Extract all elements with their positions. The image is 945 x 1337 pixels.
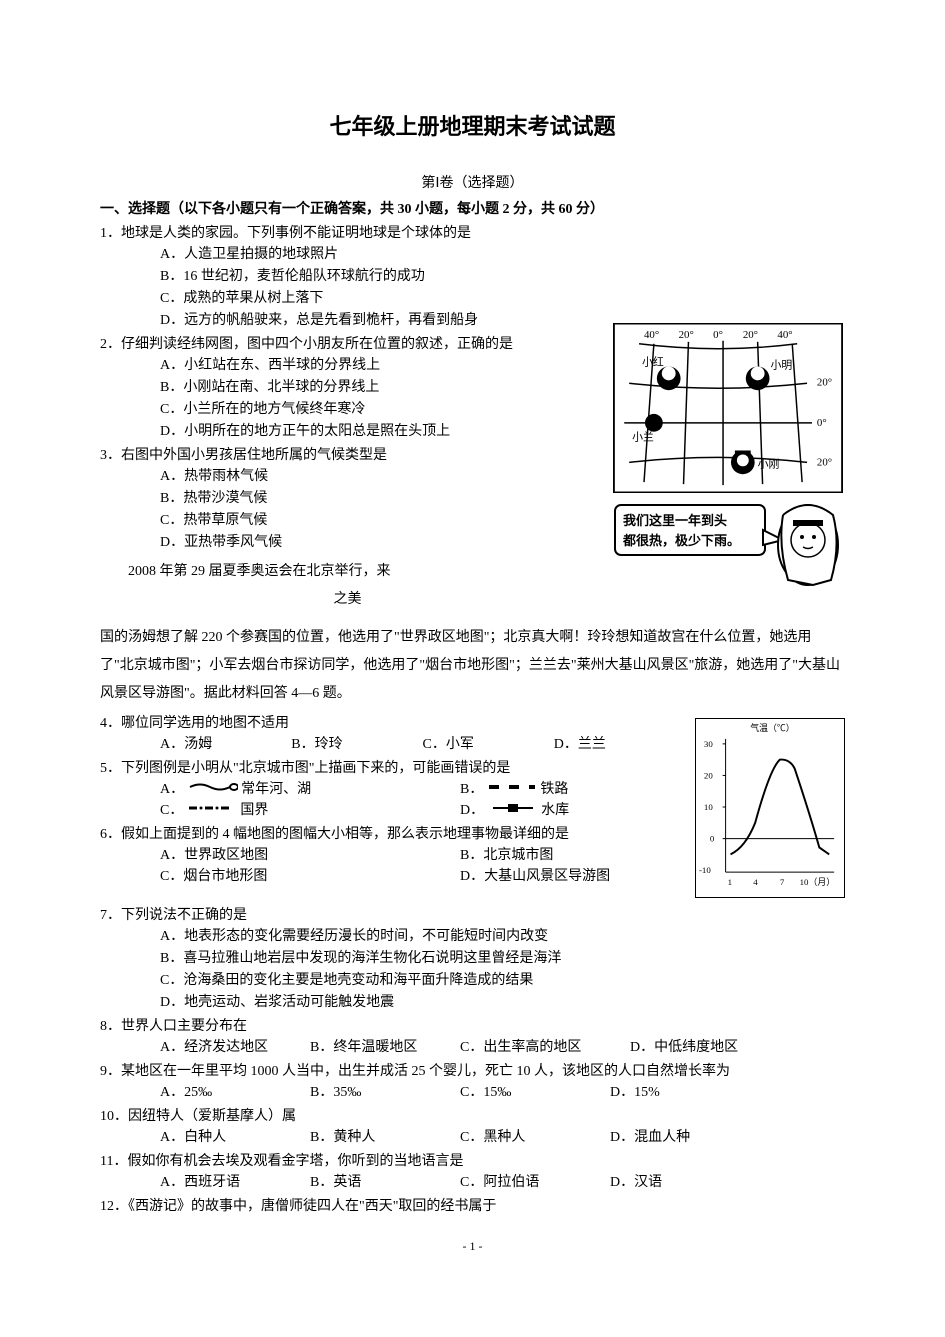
legend-border-icon xyxy=(187,802,237,814)
q6-stem: 假如上面提到的 4 幅地图的图幅大小相等，那么表示地理事物最详细的是 xyxy=(121,827,569,842)
q10-stem: 因纽特人（爱斯基摩人）属 xyxy=(128,1109,296,1124)
q10-opt-c: C．黑种人 xyxy=(460,1127,610,1148)
q7-opt-d: D．地壳运动、岩浆活动可能触发地震 xyxy=(160,992,845,1013)
q1-num: 1． xyxy=(100,226,121,241)
q7-opt-a: A．地表形态的变化需要经历漫长的时间，不可能短时间内改变 xyxy=(160,926,845,947)
q5-num: 5． xyxy=(100,761,121,776)
page-number: - 1 - xyxy=(100,1237,845,1255)
q7-opt-c: C．沧海桑田的变化主要是地壳变动和海平面升降造成的结果 xyxy=(160,970,845,991)
q3-opt-a: A．热带雨林气候 xyxy=(160,466,845,487)
q5-stem: 下列图例是小明从"北京城市图"上描画下来的，可能画错误的是 xyxy=(121,761,510,776)
q10-opt-d: D．混血人种 xyxy=(610,1127,760,1148)
q6-opt-d: D．大基山风景区导游图 xyxy=(460,866,610,887)
q8-opt-b: B．终年温暖地区 xyxy=(310,1037,460,1058)
q11-opt-a: A．西班牙语 xyxy=(160,1172,310,1193)
q1-opt-a: A．人造卫星拍摄的地球照片 xyxy=(160,244,845,265)
question-10: 10．因纽特人（爱斯基摩人）属 A．白种人 B．黄种人 C．黑种人 D．混血人种 xyxy=(100,1106,845,1148)
q5-b-label: 铁路 xyxy=(540,782,568,797)
q6-opt-c: C．烟台市地形图 xyxy=(160,866,460,887)
question-11: 11．假如你有机会去埃及观看金字塔，你听到的当地语言是 A．西班牙语 B．英语 … xyxy=(100,1151,845,1193)
question-12: 12．《西游记》的故事中，唐僧师徒四人在"西天"取回的经书属于 xyxy=(100,1196,845,1217)
q3-num: 3． xyxy=(100,448,121,463)
q8-num: 8． xyxy=(100,1019,121,1034)
question-2: 2．仔细判读经纬网图，图中四个小朋友所在位置的叙述，正确的是 A．小红站在东、西… xyxy=(100,334,845,442)
q11-num: 11． xyxy=(100,1154,127,1169)
q11-opt-d: D．汉语 xyxy=(610,1172,760,1193)
q7-num: 7． xyxy=(100,908,121,923)
q9-stem: 某地区在一年里平均 1000 人当中，出生并成活 25 个婴儿，死亡 10 人，… xyxy=(121,1064,730,1079)
legend-railway-icon xyxy=(487,781,537,793)
question-3: 3．右图中外国小男孩居住地所属的气候类型是 A．热带雨林气候 B．热带沙漠气候 … xyxy=(100,445,845,553)
passage-lead: 2008 年第 29 届夏季奥运会在北京举行，来 xyxy=(128,564,391,579)
q10-opt-a: A．白种人 xyxy=(160,1127,310,1148)
question-8: 8．世界人口主要分布在 A．经济发达地区 B．终年温暖地区 C．出生率高的地区 … xyxy=(100,1016,845,1058)
q6-opt-a: A．世界政区地图 xyxy=(160,845,460,866)
q5-c-label: 国界 xyxy=(240,803,268,818)
q9-opt-c: C．15‰ xyxy=(460,1082,610,1103)
q6-num: 6． xyxy=(100,827,121,842)
question-7: 7．下列说法不正确的是 A．地表形态的变化需要经历漫长的时间，不可能短时间内改变… xyxy=(100,905,845,1013)
question-1: 1．地球是人类的家园。下列事例不能证明地球是个球体的是 A．人造卫星拍摄的地球照… xyxy=(100,223,845,331)
q2-opt-d: D．小明所在的地方正午的太阳总是照在头顶上 xyxy=(160,421,845,442)
question-4: 4．哪位同学选用的地图不适用 A．汤姆 B．玲玲 C．小军 D．兰兰 xyxy=(100,713,845,755)
q2-opt-a: A．小红站在东、西半球的分界线上 xyxy=(160,355,845,376)
q8-stem: 世界人口主要分布在 xyxy=(121,1019,247,1034)
q4-opt-b: B．玲玲 xyxy=(291,734,422,755)
page-title: 七年级上册地理期末考试试题 xyxy=(100,110,845,143)
q5-opt-a: A． 常年河、湖 xyxy=(160,779,460,800)
q8-opt-d: D．中低纬度地区 xyxy=(630,1037,780,1058)
q8-opt-c: C．出生率高的地区 xyxy=(460,1037,630,1058)
q5-opt-d: D． 水库 xyxy=(460,800,569,821)
section-header: 一、选择题（以下各小题只有一个正确答案，共 30 小题，每小题 2 分，共 60… xyxy=(100,199,845,220)
question-9: 9．某地区在一年里平均 1000 人当中，出生并成活 25 个婴儿，死亡 10 … xyxy=(100,1061,845,1103)
q5-a-label: 常年河、湖 xyxy=(241,782,311,797)
part-subtitle: 第Ⅰ卷（选择题） xyxy=(100,173,845,194)
q5-d-label: 水库 xyxy=(541,803,569,818)
q11-stem: 假如你有机会去埃及观看金字塔，你听到的当地语言是 xyxy=(127,1154,463,1169)
q4-num: 4． xyxy=(100,716,121,731)
q2-opt-c: C．小兰所在的地方气候终年寒冷 xyxy=(160,399,845,420)
q4-opt-a: A．汤姆 xyxy=(160,734,291,755)
q1-opt-d: D．远方的帆船驶来，总是先看到桅杆，再看到船身 xyxy=(160,310,845,331)
q2-num: 2． xyxy=(100,337,121,352)
q4-opt-c: C．小军 xyxy=(423,734,554,755)
q4-opt-d: D．兰兰 xyxy=(554,734,685,755)
q5-opt-c: C． 国界 xyxy=(160,800,460,821)
q2-opt-b: B．小刚站在南、北半球的分界线上 xyxy=(160,377,845,398)
q9-opt-d: D．15% xyxy=(610,1082,760,1103)
q3-opt-c: C．热带草原气候 xyxy=(160,510,845,531)
q3-stem: 右图中外国小男孩居住地所属的气候类型是 xyxy=(121,448,387,463)
q2-stem: 仔细判读经纬网图，图中四个小朋友所在位置的叙述，正确的是 xyxy=(121,337,513,352)
q3-opt-d: D．亚热带季风气候 xyxy=(160,532,845,553)
q12-num: 12． xyxy=(100,1199,128,1214)
legend-reservoir-icon xyxy=(488,802,538,814)
q1-stem: 地球是人类的家园。下列事例不能证明地球是个球体的是 xyxy=(121,226,471,241)
legend-river-icon xyxy=(188,781,238,793)
question-5: 5．下列图例是小明从"北京城市图"上描画下来的，可能画错误的是 A． 常年河、湖… xyxy=(100,758,845,821)
q11-opt-c: C．阿拉伯语 xyxy=(460,1172,610,1193)
q7-stem: 下列说法不正确的是 xyxy=(121,908,247,923)
q9-opt-b: B．35‰ xyxy=(310,1082,460,1103)
q4-stem: 哪位同学选用的地图不适用 xyxy=(121,716,289,731)
q9-num: 9． xyxy=(100,1064,121,1079)
q1-opt-c: C．成熟的苹果从树上落下 xyxy=(160,288,845,309)
q6-opt-b: B．北京城市图 xyxy=(460,845,553,866)
question-6: 6．假如上面提到的 4 幅地图的图幅大小相等，那么表示地理事物最详细的是 A．世… xyxy=(100,824,845,887)
passage-rest: 国的汤姆想了解 220 个参赛国的位置，他选用了"世界政区地图"；北京真大啊！玲… xyxy=(100,624,845,708)
passage-tail: 之美 xyxy=(334,592,362,607)
q9-opt-a: A．25‰ xyxy=(160,1082,310,1103)
q8-opt-a: A．经济发达地区 xyxy=(160,1037,310,1058)
q11-opt-b: B．英语 xyxy=(310,1172,460,1193)
q5-opt-b: B． 铁路 xyxy=(460,779,568,800)
q7-opt-b: B．喜马拉雅山地岩层中发现的海洋生物化石说明这里曾经是海洋 xyxy=(160,948,845,969)
q10-opt-b: B．黄种人 xyxy=(310,1127,460,1148)
q12-stem: 《西游记》的故事中，唐僧师徒四人在"西天"取回的经书属于 xyxy=(128,1199,496,1214)
q3-opt-b: B．热带沙漠气候 xyxy=(160,488,845,509)
q10-num: 10． xyxy=(100,1109,128,1124)
q1-opt-b: B．16 世纪初，麦哲伦船队环球航行的成功 xyxy=(160,266,845,287)
